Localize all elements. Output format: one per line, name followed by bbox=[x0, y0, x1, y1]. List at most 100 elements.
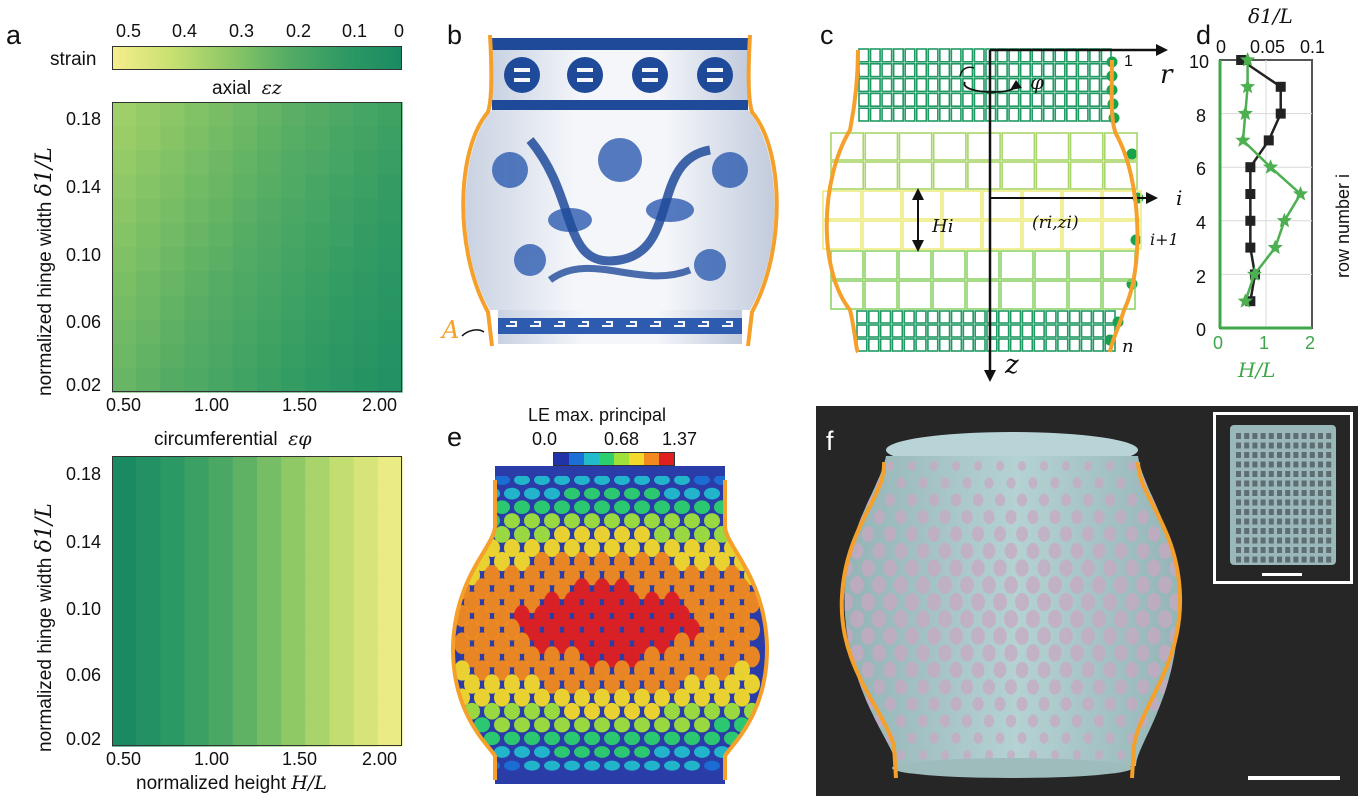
fe-cell bbox=[704, 702, 720, 720]
heatmap-cell bbox=[377, 721, 403, 747]
lattice-hole bbox=[1094, 477, 1104, 489]
heatmap-cell bbox=[136, 480, 161, 505]
inset-cell bbox=[1277, 442, 1282, 449]
fe-cell bbox=[554, 605, 570, 627]
fe-cell bbox=[484, 702, 500, 720]
inset-undeformed-lattice bbox=[1213, 412, 1353, 584]
lattice-hole bbox=[996, 461, 1004, 471]
fe-cell bbox=[514, 605, 530, 627]
fe-cell bbox=[674, 476, 690, 485]
fe-cell bbox=[694, 746, 710, 758]
heatmap-cell bbox=[305, 504, 331, 530]
fe-cell bbox=[604, 487, 620, 500]
heatmap-cell bbox=[329, 222, 355, 248]
lattice-hole bbox=[1092, 542, 1106, 560]
heatmap-cell bbox=[329, 247, 355, 272]
heatmap-cell bbox=[305, 174, 331, 200]
heatmap-cell bbox=[208, 150, 234, 176]
heatmap-cell bbox=[208, 247, 234, 272]
fe-cell bbox=[664, 731, 680, 746]
heatmap-cell bbox=[232, 601, 258, 626]
heatmap-cell bbox=[184, 601, 210, 626]
fe-colorbar bbox=[553, 452, 675, 466]
lattice-hole bbox=[1084, 461, 1092, 471]
inset-cell bbox=[1268, 528, 1274, 534]
inset-cell bbox=[1293, 509, 1299, 515]
lattice-hole bbox=[1016, 696, 1028, 712]
fe-cell bbox=[584, 702, 600, 720]
inset-cell bbox=[1252, 471, 1258, 477]
heatmap-cell bbox=[305, 150, 331, 176]
heatmap-cell bbox=[208, 552, 234, 578]
lattice-hole bbox=[1015, 627, 1029, 645]
lattice-hole bbox=[1169, 661, 1180, 679]
heatmap-cell bbox=[305, 528, 331, 554]
heatmap-cell bbox=[112, 480, 137, 505]
fe-cell bbox=[484, 487, 500, 500]
heatmap-cell bbox=[136, 576, 161, 602]
fe-cell bbox=[604, 760, 620, 771]
fe-cell bbox=[654, 632, 670, 655]
heatmap-cell bbox=[281, 102, 306, 127]
heatmap-cell bbox=[136, 102, 161, 127]
lattice-hole bbox=[905, 661, 919, 679]
inset-cell bbox=[1236, 528, 1241, 534]
inset-cell bbox=[1285, 433, 1291, 439]
lattice-hole bbox=[1059, 627, 1073, 645]
lattice-hole bbox=[883, 559, 897, 577]
fe-cell bbox=[684, 538, 700, 558]
inset-cell bbox=[1268, 452, 1274, 458]
fe-cell bbox=[684, 760, 700, 771]
inset-cell bbox=[1301, 452, 1307, 458]
heatmap-cell bbox=[160, 271, 186, 296]
inset-cell bbox=[1293, 499, 1299, 506]
heatmap-cell bbox=[160, 601, 186, 626]
lattice-hole bbox=[928, 493, 940, 507]
fe-cell bbox=[714, 476, 730, 485]
fe-cell bbox=[584, 646, 600, 668]
inset-cell bbox=[1326, 442, 1332, 449]
heatmap-cell bbox=[353, 528, 379, 554]
inset-cell bbox=[1326, 490, 1332, 496]
fe-colorbar-segment bbox=[554, 453, 569, 465]
fe-cell bbox=[554, 746, 570, 758]
fe-cell bbox=[504, 618, 520, 641]
fe-cell bbox=[454, 551, 470, 572]
fe-cell bbox=[504, 591, 520, 614]
fe-cell bbox=[704, 618, 720, 641]
lattice-hole bbox=[872, 576, 886, 594]
inset-cell bbox=[1293, 442, 1299, 449]
lattice-hole bbox=[982, 542, 996, 560]
inset-cell bbox=[1252, 509, 1258, 515]
y-axis-label: normalized hinge width δ1/L bbox=[32, 503, 57, 752]
lattice-hole bbox=[982, 576, 996, 594]
lattice-hole bbox=[1160, 477, 1170, 489]
heatmap-cell bbox=[353, 480, 379, 505]
lattice-hole bbox=[1183, 750, 1191, 760]
fe-cell bbox=[584, 760, 600, 771]
lattice-hole bbox=[1171, 732, 1180, 744]
lattice-hole bbox=[906, 493, 918, 507]
heatmap-cell bbox=[257, 697, 282, 723]
heatmap-cell bbox=[257, 721, 282, 747]
fe-cell bbox=[694, 688, 710, 707]
heatmap-cell bbox=[184, 480, 210, 505]
lattice-hole bbox=[1117, 750, 1125, 760]
fe-cell bbox=[524, 674, 540, 694]
inset-cell bbox=[1244, 499, 1250, 506]
lattice-hole bbox=[1147, 661, 1161, 679]
lattice-hole bbox=[1159, 714, 1171, 728]
lattice-hole bbox=[1115, 509, 1127, 525]
inset-cell bbox=[1277, 518, 1282, 525]
fe-cell bbox=[474, 605, 490, 627]
heatmap-cell bbox=[184, 697, 210, 723]
lattice-hole bbox=[938, 542, 952, 560]
fe-cell bbox=[634, 660, 650, 681]
inset-cell bbox=[1301, 471, 1307, 477]
heatmap-cell bbox=[377, 456, 403, 481]
inset-cell bbox=[1268, 490, 1274, 496]
heatmap-cell bbox=[257, 343, 282, 369]
inset-cell bbox=[1318, 547, 1323, 553]
fe-cell bbox=[454, 526, 470, 543]
colorbar-title: strain bbox=[50, 49, 97, 70]
